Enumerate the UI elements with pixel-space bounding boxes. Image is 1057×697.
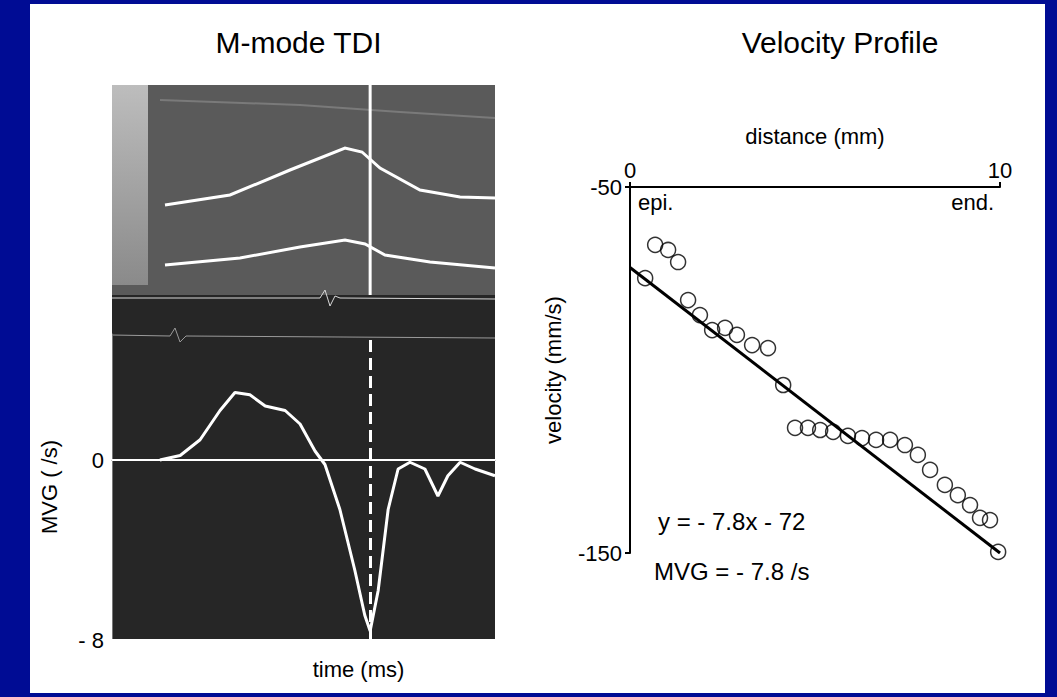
svg-text:M-mode TDI: M-mode TDI	[215, 26, 381, 59]
svg-text:velocity (mm/s): velocity (mm/s)	[541, 296, 566, 444]
svg-text:Velocity Profile: Velocity Profile	[742, 26, 939, 59]
svg-text:-150: -150	[578, 541, 622, 566]
svg-text:10: 10	[988, 158, 1012, 183]
svg-text:MVG = - 7.8 /s: MVG = - 7.8 /s	[654, 558, 809, 585]
svg-text:distance (mm): distance (mm)	[745, 124, 884, 149]
svg-text:0: 0	[624, 158, 636, 183]
svg-text:end.: end.	[951, 190, 994, 215]
svg-text:MVG ( /s): MVG ( /s)	[37, 440, 62, 534]
svg-text:y = - 7.8x - 72: y = - 7.8x - 72	[658, 508, 805, 535]
svg-text:0: 0	[92, 448, 104, 473]
svg-text:-50: -50	[590, 175, 622, 200]
svg-text:- 8: - 8	[78, 628, 104, 653]
svg-text:epi.: epi.	[638, 190, 673, 215]
svg-text:time (ms): time (ms)	[313, 657, 405, 682]
